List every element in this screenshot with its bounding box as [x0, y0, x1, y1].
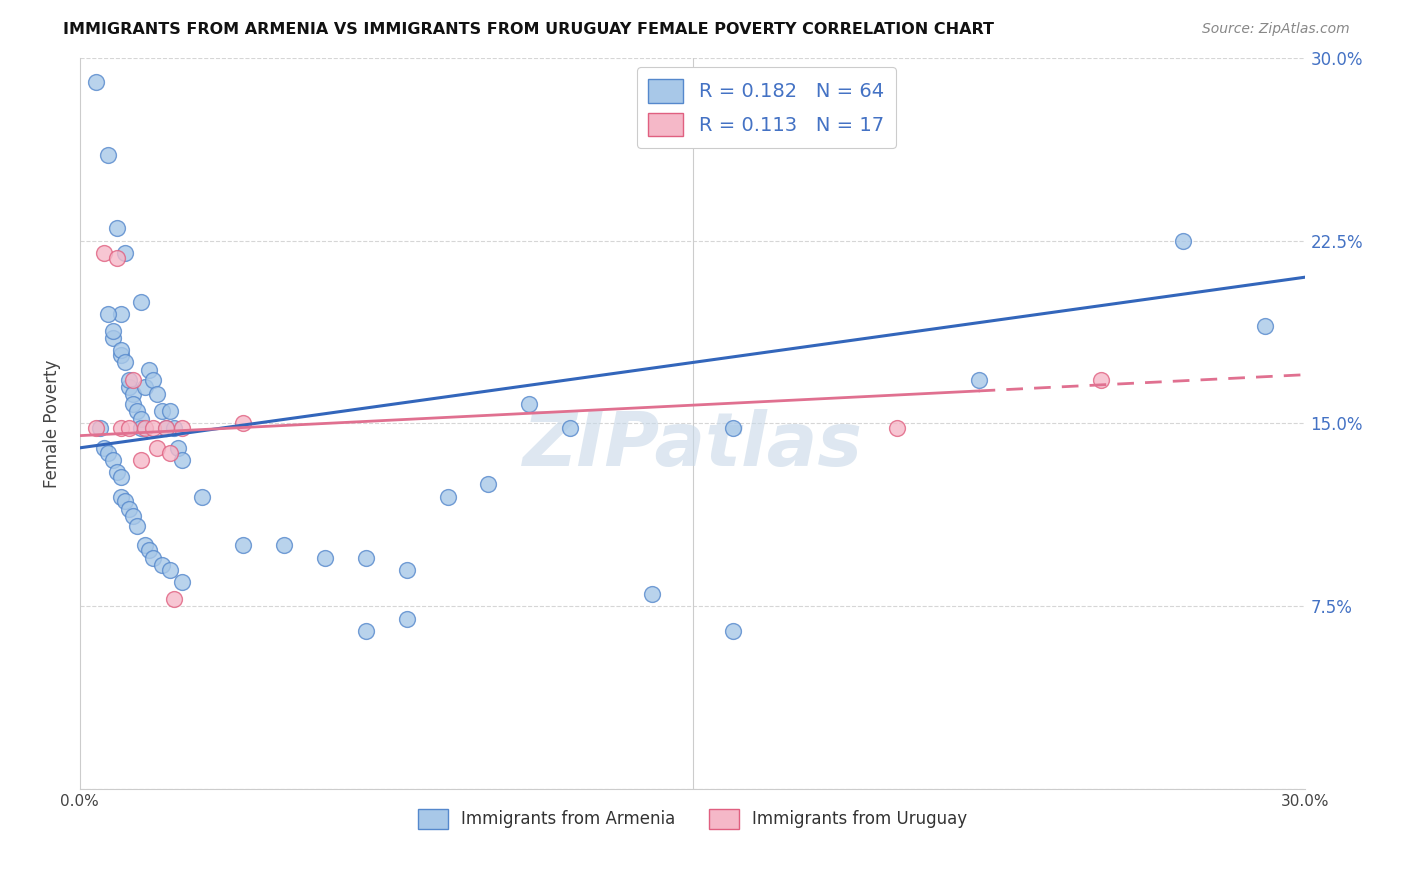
Point [146, 387, 169, 401]
Point [967, 373, 990, 387]
Point [142, 550, 165, 565]
Point [1090, 373, 1112, 387]
Point [395, 611, 418, 625]
Point [110, 343, 132, 358]
Point [142, 421, 165, 435]
Point [122, 387, 145, 401]
Point [97, 148, 120, 162]
Point [129, 453, 152, 467]
Point [122, 397, 145, 411]
Point [354, 550, 377, 565]
Point [1253, 318, 1275, 333]
Text: Source: ZipAtlas.com: Source: ZipAtlas.com [1202, 22, 1350, 37]
Point [477, 477, 499, 491]
Point [89, 421, 111, 435]
Point [118, 373, 141, 387]
Point [517, 397, 540, 411]
Point [125, 404, 148, 418]
Point [314, 550, 336, 565]
Point [167, 441, 190, 455]
Point [163, 592, 186, 607]
Point [114, 355, 136, 369]
Text: IMMIGRANTS FROM ARMENIA VS IMMIGRANTS FROM URUGUAY FEMALE POVERTY CORRELATION CH: IMMIGRANTS FROM ARMENIA VS IMMIGRANTS FR… [63, 22, 994, 37]
Point [122, 509, 145, 524]
Point [101, 331, 124, 345]
Point [93, 441, 115, 455]
Point [232, 417, 254, 431]
Point [159, 404, 181, 418]
Point [170, 453, 193, 467]
Point [150, 404, 173, 418]
Point [84, 75, 107, 89]
Point [142, 373, 165, 387]
Point [101, 453, 124, 467]
Point [110, 348, 132, 362]
Point [146, 441, 169, 455]
Point [273, 538, 295, 552]
Point [110, 490, 132, 504]
Point [723, 421, 745, 435]
Point [129, 294, 152, 309]
Point [170, 574, 193, 589]
Point [395, 563, 418, 577]
Point [110, 307, 132, 321]
Point [886, 421, 908, 435]
Point [114, 494, 136, 508]
Point [354, 624, 377, 638]
Point [105, 221, 128, 235]
Point [110, 421, 132, 435]
Point [101, 324, 124, 338]
Point [641, 587, 664, 601]
Point [155, 421, 177, 435]
Point [118, 501, 141, 516]
Y-axis label: Female Poverty: Female Poverty [44, 359, 60, 488]
Point [122, 373, 145, 387]
Point [118, 421, 141, 435]
Point [163, 421, 186, 435]
Point [129, 411, 152, 425]
Point [232, 538, 254, 552]
Point [191, 490, 214, 504]
Point [159, 446, 181, 460]
Point [110, 470, 132, 484]
Point [138, 363, 160, 377]
Point [150, 558, 173, 572]
Point [134, 380, 156, 394]
Point [138, 543, 160, 558]
Point [118, 380, 141, 394]
Point [93, 245, 115, 260]
Point [155, 421, 177, 435]
Point [1171, 234, 1194, 248]
Point [114, 245, 136, 260]
Point [105, 465, 128, 479]
Legend: Immigrants from Armenia, Immigrants from Uruguay: Immigrants from Armenia, Immigrants from… [412, 802, 974, 836]
Point [125, 519, 148, 533]
Text: ZIPatlas: ZIPatlas [523, 409, 863, 482]
Point [84, 421, 107, 435]
Point [129, 421, 152, 435]
Point [159, 563, 181, 577]
Point [97, 446, 120, 460]
Point [134, 538, 156, 552]
Point [134, 421, 156, 435]
Point [97, 307, 120, 321]
Point [558, 421, 581, 435]
Point [436, 490, 458, 504]
Point [170, 421, 193, 435]
Point [723, 624, 745, 638]
Point [105, 251, 128, 265]
